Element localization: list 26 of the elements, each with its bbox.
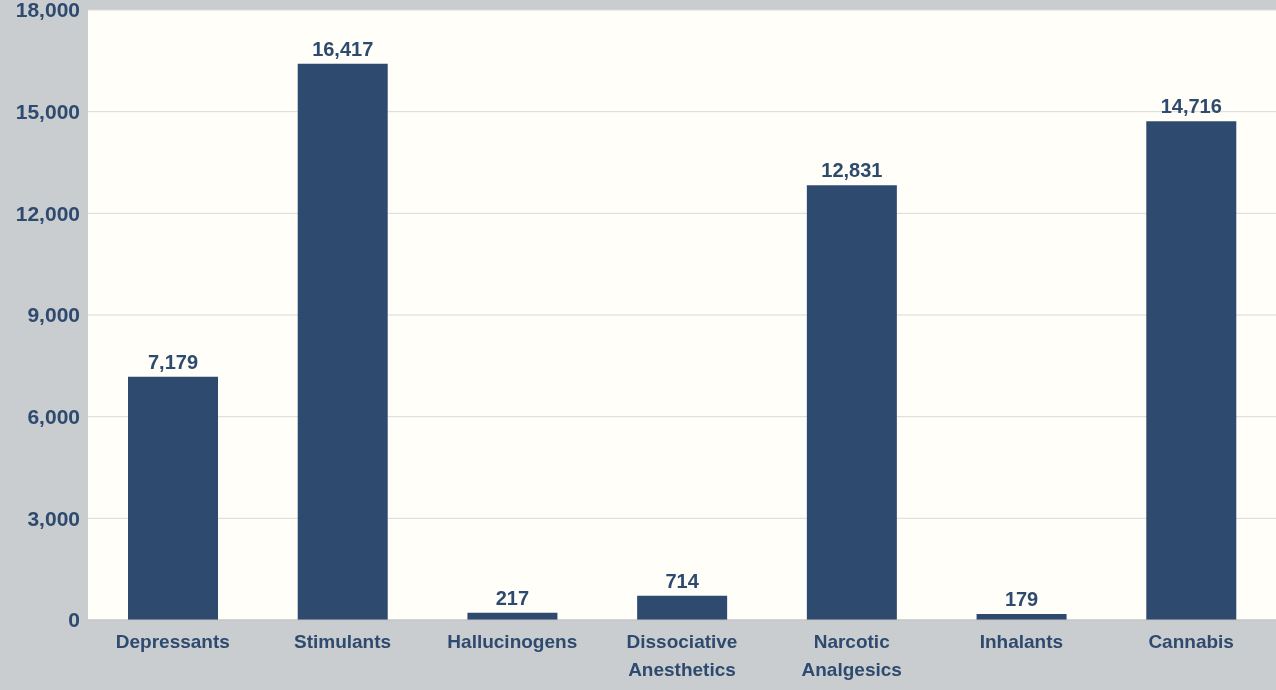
y-tick-label: 18,000 [15,0,80,22]
y-tick-label: 9,000 [27,303,80,327]
bar [637,595,728,620]
bar [297,63,388,620]
x-tick-label: Inhalants [979,631,1064,652]
bar [128,376,218,620]
x-tick-label: Narcotic Analgesics [801,631,902,680]
data-label: 16,417 [312,37,374,60]
y-tick-label: 15,000 [15,100,80,124]
y-tick-label: 3,000 [27,506,80,530]
data-label: 217 [495,586,530,609]
data-label: 179 [1004,587,1039,610]
data-label: 714 [665,569,700,592]
y-tick-label: 12,000 [15,201,80,225]
bar [1146,121,1237,620]
y-tick-label: 0 [68,608,80,632]
bar [806,185,897,620]
data-label: 12,831 [821,159,883,182]
y-tick-label: 6,000 [27,405,80,429]
x-tick-label: Dissociative Anesthetics [626,631,738,680]
x-tick-label: Depressants [115,631,230,652]
x-tick-label: Hallucinogens [447,631,578,652]
data-label: 14,716 [1160,95,1222,118]
x-tick-label: Cannabis [1148,631,1234,652]
data-label: 7,179 [147,350,199,373]
x-tick-label: Stimulants [294,631,392,652]
